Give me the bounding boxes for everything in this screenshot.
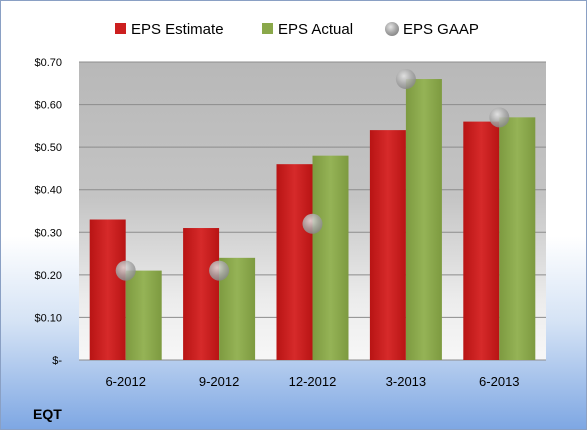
eps-actual-bar (312, 155, 349, 360)
legend-label: EPS Actual (278, 21, 353, 38)
eps-gaap-point (395, 69, 416, 90)
ticker-label: EQT (33, 406, 62, 422)
eps-gaap-point (209, 260, 230, 281)
eps-estimate-bar (276, 164, 313, 360)
legend-swatch (115, 23, 126, 34)
eps-estimate-bar (369, 130, 406, 360)
legend-label: EPS GAAP (403, 21, 479, 38)
y-tick-label: $0.70 (34, 57, 62, 69)
x-tick-label: 3-2013 (386, 374, 426, 389)
legend-swatch (385, 22, 399, 36)
eps-actual-bar (125, 270, 162, 360)
legend-label: EPS Estimate (131, 21, 224, 38)
x-tick-label: 9-2012 (199, 374, 239, 389)
eps-actual-bar (499, 117, 536, 360)
eps-actual-bar (405, 79, 442, 361)
eps-gaap-point (302, 213, 323, 234)
y-tick-label: $0.30 (34, 227, 62, 239)
x-tick-label: 6-2013 (479, 374, 519, 389)
y-tick-label: $- (52, 355, 62, 367)
y-tick-label: $0.20 (34, 270, 62, 282)
eps-estimate-bar (183, 228, 220, 360)
y-tick-label: $0.40 (34, 185, 62, 197)
eps-estimate-bar (463, 121, 500, 360)
eps-gaap-point (489, 107, 510, 128)
y-tick-label: $0.60 (34, 100, 62, 112)
x-tick-label: 6-2012 (105, 374, 145, 389)
y-tick-label: $0.50 (34, 142, 62, 154)
eps-gaap-point (115, 260, 136, 281)
eps-estimate-bar (89, 219, 126, 360)
y-tick-label: $0.10 (34, 312, 62, 324)
legend-swatch (262, 23, 273, 34)
x-tick-label: 12-2012 (289, 374, 337, 389)
